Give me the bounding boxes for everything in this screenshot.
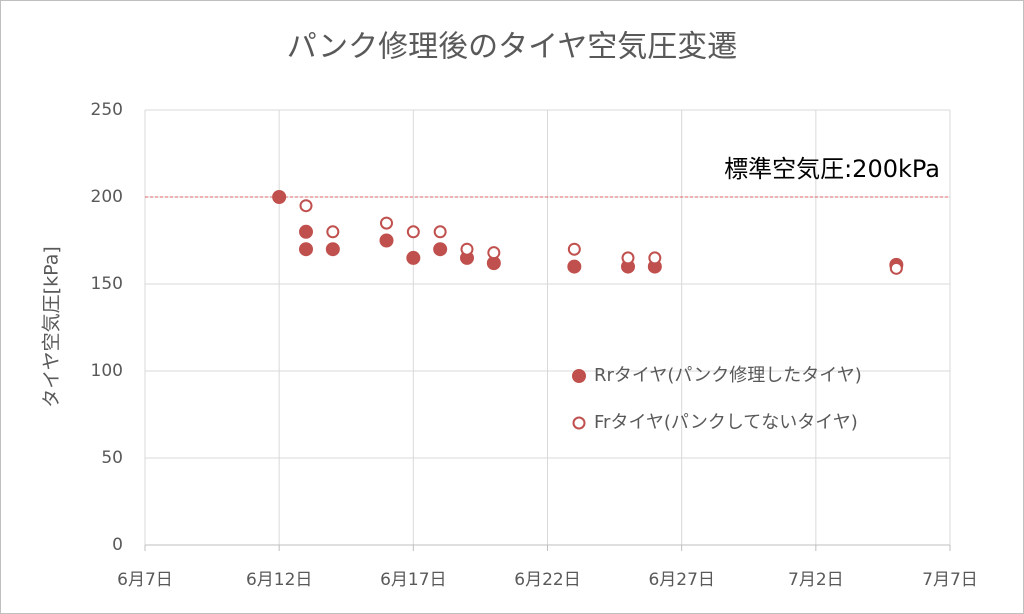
- chart-title: パンク修理後のタイヤ空気圧変遷: [287, 30, 738, 65]
- x-tick-label: 6月12日: [246, 570, 312, 590]
- y-tick-label: 100: [91, 361, 123, 381]
- data-point: [567, 242, 581, 256]
- x-tick-label: 6月7日: [117, 570, 173, 590]
- y-tick-label: 250: [91, 100, 123, 120]
- data-point: [299, 242, 313, 257]
- data-point: [406, 225, 420, 239]
- y-tick-label: 200: [91, 187, 123, 207]
- data-point: [380, 216, 393, 230]
- data-point: [433, 242, 448, 257]
- data-point: [433, 225, 447, 239]
- legend-marker: [572, 416, 586, 430]
- data-point: [621, 251, 635, 265]
- y-tick-label: 150: [91, 274, 123, 294]
- data-point: [406, 250, 421, 265]
- data-point: [487, 246, 501, 260]
- data-point: [379, 233, 394, 248]
- data-point: [325, 242, 340, 257]
- data-point: [567, 259, 582, 274]
- legend-marker: [572, 369, 586, 383]
- x-tick-label: 6月22日: [514, 570, 580, 590]
- data-point: [272, 190, 287, 204]
- x-tick-label: 6月17日: [380, 570, 446, 590]
- data-point: [648, 251, 662, 265]
- x-tick-label: 6月27日: [648, 570, 714, 590]
- legend-label: Rrタイヤ(パンク修理したタイヤ): [594, 365, 862, 386]
- data-point: [889, 261, 903, 275]
- y-tick-label: 50: [101, 448, 123, 468]
- y-tick-label: 0: [112, 535, 123, 555]
- reference-label: 標準空気圧:200kPa: [724, 155, 940, 183]
- data-point: [299, 224, 313, 239]
- data-point: [326, 225, 340, 239]
- x-tick-label: 7月2日: [788, 570, 844, 590]
- x-tick-label: 7月7日: [922, 570, 978, 590]
- data-point: [299, 199, 313, 213]
- data-point: [460, 242, 474, 256]
- legend-label: Frタイヤ(パンクしてないタイヤ): [594, 412, 858, 433]
- y-axis-label: タイヤ空気圧[kPa]: [41, 246, 63, 408]
